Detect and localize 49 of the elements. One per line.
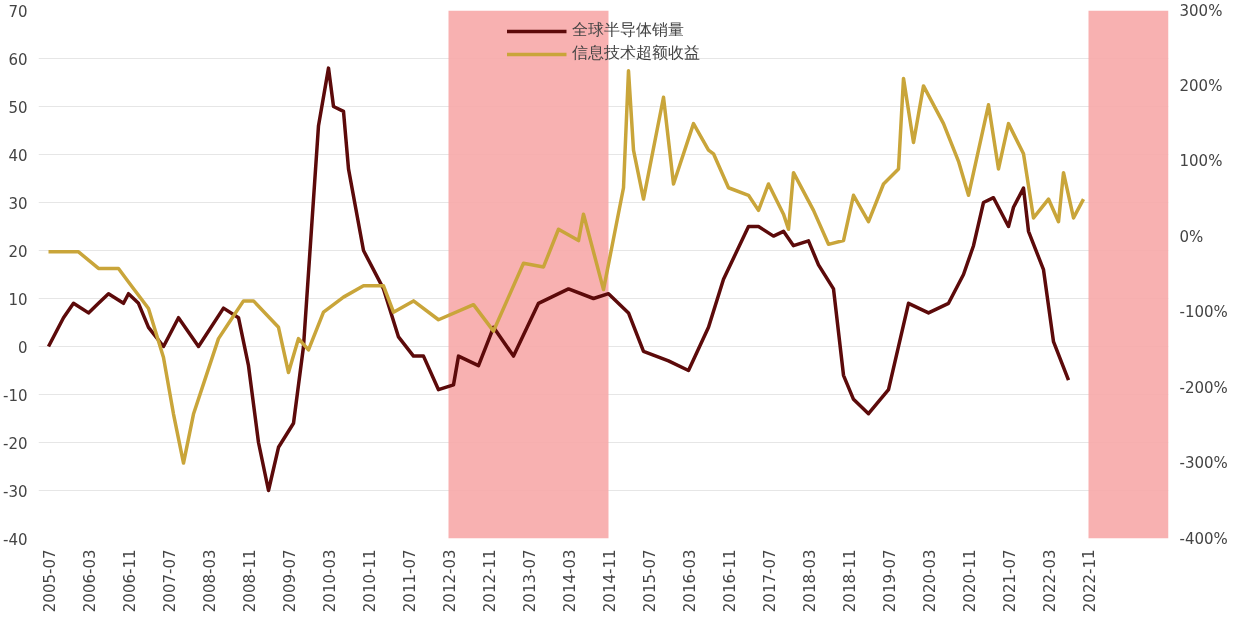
x-tick-label: 2006-11 — [120, 549, 139, 613]
y-tick-label: -40 — [3, 530, 28, 549]
y2-tick-label: 100% — [1179, 152, 1223, 171]
y2-tick-label: 200% — [1179, 76, 1223, 95]
y2-tick-label: -200% — [1179, 378, 1228, 397]
x-tick-label: 2008-11 — [240, 549, 259, 613]
y-tick-label: 50 — [8, 98, 28, 117]
x-tick-label: 2020-11 — [960, 549, 979, 613]
x-tick-label: 2014-03 — [560, 549, 579, 613]
y2-tick-label: 300% — [1179, 1, 1223, 20]
y-tick-label: 10 — [8, 290, 28, 309]
legend-label: 信息技术超额收益 — [571, 43, 700, 64]
x-tick-label: 2005-07 — [40, 549, 59, 613]
legend-label: 全球半导体销量 — [571, 20, 684, 41]
x-tick-label: 2008-03 — [200, 549, 219, 613]
x-tick-label: 2014-11 — [600, 549, 619, 613]
x-tick-label: 2013-07 — [520, 549, 539, 613]
y-tick-label: 30 — [8, 194, 28, 213]
x-tick-label: 2018-11 — [840, 549, 859, 613]
x-tick-label: 2020-03 — [920, 549, 939, 613]
x-tick-label: 2012-03 — [440, 549, 459, 613]
y-tick-label: 60 — [8, 50, 28, 69]
x-tick-label: 2010-03 — [320, 549, 339, 613]
x-tick-label: 2021-07 — [1000, 549, 1019, 613]
x-tick-label: 2009-07 — [280, 549, 299, 613]
y2-tick-label: 0% — [1179, 227, 1204, 246]
x-tick-label: 2012-11 — [480, 549, 499, 613]
x-tick-label: 2022-11 — [1080, 549, 1099, 613]
x-tick-label: 2016-11 — [720, 549, 739, 613]
y-tick-label: -10 — [3, 386, 28, 405]
x-tick-label: 2011-07 — [400, 549, 419, 613]
y-tick-label: 40 — [8, 146, 28, 165]
y2-tick-label: -400% — [1179, 529, 1228, 548]
x-tick-label: 2010-11 — [360, 549, 379, 613]
y-tick-label: 70 — [8, 2, 28, 21]
x-tick-label: 2015-07 — [640, 549, 659, 613]
x-tick-label: 2022-03 — [1040, 549, 1059, 613]
x-tick-label: 2016-03 — [680, 549, 699, 613]
x-tick-label: 2017-07 — [760, 549, 779, 613]
y-tick-label: -30 — [3, 482, 28, 501]
x-tick-label: 2007-07 — [160, 549, 179, 613]
y-tick-label: 0 — [17, 338, 28, 357]
y-tick-label: 20 — [8, 242, 28, 261]
x-tick-label: 2006-03 — [80, 549, 99, 613]
x-tick-label: 2018-03 — [800, 549, 819, 613]
y2-tick-label: -100% — [1179, 303, 1228, 322]
y-tick-label: -20 — [3, 434, 28, 453]
y2-tick-label: -300% — [1179, 454, 1228, 473]
x-tick-label: 2019-07 — [880, 549, 899, 613]
